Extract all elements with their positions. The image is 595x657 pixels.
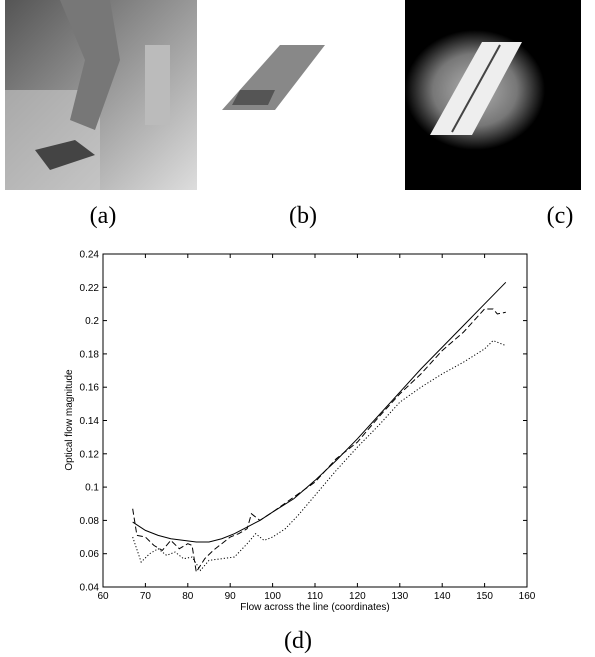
x-tick-label: 60 (97, 591, 109, 602)
y-tick-label: 0.2 (85, 316, 99, 327)
y-tick-label: 0.06 (80, 549, 100, 560)
x-tick-label: 110 (307, 591, 323, 602)
x-tick-label: 100 (264, 591, 281, 602)
image-a (5, 0, 197, 190)
y-tick-label: 0.04 (80, 583, 100, 594)
y-tick-label: 0.08 (80, 516, 100, 527)
x-tick-label: 140 (434, 591, 451, 602)
x-tick-label: 70 (140, 591, 152, 602)
y-tick-label: 0.12 (80, 449, 100, 460)
y-tick-label: 0.22 (80, 283, 100, 294)
y-tick-label: 0.14 (80, 416, 100, 427)
image-b (222, 45, 325, 110)
y-axis-label: Optical flow magnitude (64, 369, 75, 471)
image-c (405, 0, 581, 190)
x-tick-label: 80 (182, 591, 194, 602)
panel-label: (d) (284, 628, 312, 654)
line (132, 281, 507, 543)
panel-label: (c) (547, 203, 574, 229)
x-tick-label: 90 (225, 591, 237, 602)
x-tick-label: 130 (391, 591, 408, 602)
plot-frame (102, 253, 528, 588)
x-tick-label: 150 (476, 591, 493, 602)
y-tick-label: 0.24 (80, 250, 100, 261)
panel-label: (b) (289, 203, 317, 229)
panel-label: (a) (90, 203, 117, 229)
y-tick-label: 0.1 (85, 483, 99, 494)
line (132, 339, 506, 572)
y-tick-label: 0.18 (80, 349, 100, 360)
y-tick-label: 0.16 (80, 383, 100, 394)
x-tick-label: 160 (519, 591, 536, 602)
line (132, 308, 506, 574)
x-axis-label: Flow across the line (coordinates) (240, 602, 390, 613)
x-tick-label: 120 (349, 591, 366, 602)
